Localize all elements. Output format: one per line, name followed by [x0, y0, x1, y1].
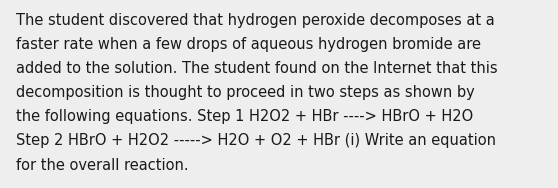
Text: added to the solution. The student found on the Internet that this: added to the solution. The student found…: [16, 61, 497, 76]
Text: Step 2 HBrO + H2O2 -----> H2O + O2 + HBr (i) Write an equation: Step 2 HBrO + H2O2 -----> H2O + O2 + HBr…: [16, 133, 496, 149]
Text: the following equations. Step 1 H2O2 + HBr ----> HBrO + H2O: the following equations. Step 1 H2O2 + H…: [16, 109, 473, 124]
Text: faster rate when a few drops of aqueous hydrogen bromide are: faster rate when a few drops of aqueous …: [16, 37, 480, 52]
Text: The student discovered that hydrogen peroxide decomposes at a: The student discovered that hydrogen per…: [16, 13, 494, 28]
Text: decomposition is thought to proceed in two steps as shown by: decomposition is thought to proceed in t…: [16, 85, 474, 100]
Text: for the overall reaction.: for the overall reaction.: [16, 158, 188, 173]
